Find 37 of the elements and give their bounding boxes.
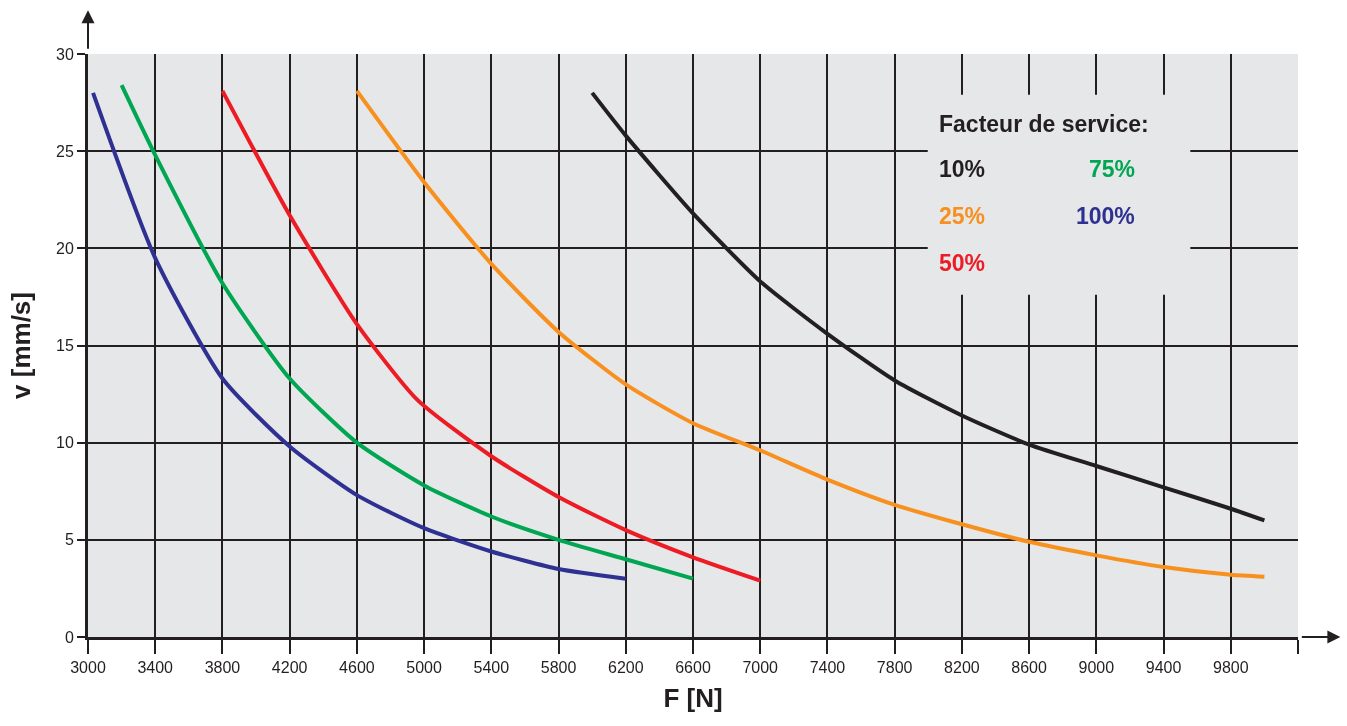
text: 25% [939, 203, 986, 229]
y-tick-label: 20 [56, 239, 74, 257]
x-tick-label: 3800 [204, 659, 241, 677]
x-tick-label: 7800 [876, 659, 913, 677]
x-axis-title: F [N] [663, 682, 723, 713]
x-tick-label: 8600 [1011, 659, 1048, 677]
x-tick-label: 9400 [1145, 659, 1182, 677]
legend-title: Facteur de service: [939, 111, 1149, 137]
x-tick-label: 7400 [809, 659, 846, 677]
y-tick-label: 5 [64, 531, 74, 549]
y-tick-label: 0 [64, 628, 74, 646]
x-tick-label: 6600 [675, 659, 711, 677]
text: 75% [1089, 156, 1136, 182]
text: 50% [939, 250, 986, 276]
x-tick-label: 7000 [742, 659, 779, 677]
x-tick-label: 5400 [473, 659, 510, 677]
y-tick-label: 30 [56, 45, 74, 63]
line-series [220, 88, 763, 583]
x-tick-label: 6200 [607, 659, 644, 677]
x-tick-label: 5000 [406, 659, 443, 677]
x-tick-label: 8200 [944, 659, 980, 677]
y-tick-label: 15 [56, 337, 74, 355]
text: 10% [939, 156, 986, 182]
x-tick-label: 3400 [137, 659, 174, 677]
line-series [91, 90, 628, 581]
y-axis-title: v [mm/s] [6, 292, 37, 399]
line-series [119, 83, 695, 581]
x-tick-label: 9000 [1078, 659, 1115, 677]
x-tick-label: 3000 [70, 659, 106, 677]
y-tick-label: 25 [56, 142, 74, 160]
text: 100% [1076, 203, 1135, 229]
line-series [354, 88, 1267, 579]
x-tick-label: 9800 [1212, 659, 1249, 677]
x-tick-label: 4200 [271, 659, 308, 677]
y-tick-label: 10 [56, 434, 74, 452]
x-tick-label: 5800 [540, 659, 577, 677]
x-tick-label: 4600 [339, 659, 375, 677]
